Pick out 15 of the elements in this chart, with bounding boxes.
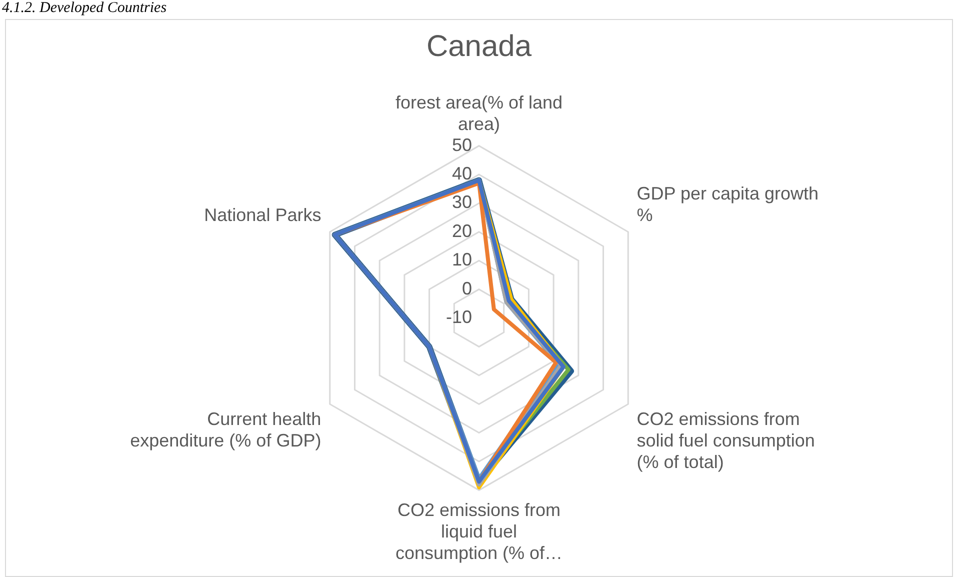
y-tick-label: 10: [452, 250, 472, 270]
spoke-label: CO2 emissions from liquid fuel consumption (% of…: [395, 500, 563, 564]
y-tick-label: 50: [452, 134, 472, 155]
spoke-label: Current health expenditure (% of GDP): [130, 408, 322, 450]
spoke-label: forest area(% of land area): [395, 92, 563, 134]
spoke-label: GDP per capita growth %: [636, 183, 819, 226]
y-tick-label: 20: [452, 220, 472, 241]
text: 4.1.2. Developed Countries: [2, 0, 167, 17]
y-tick-label: 0: [462, 278, 472, 298]
spoke-label: CO2 emissions from solid fuel consumption (% of total): [636, 408, 815, 472]
spoke-label: National Parks: [204, 205, 322, 226]
y-tick-label: 30: [452, 192, 472, 212]
chart-title: Canada: [425, 30, 533, 64]
y-tick-label: 40: [452, 163, 472, 184]
y-tick-label: -10: [446, 306, 472, 327]
